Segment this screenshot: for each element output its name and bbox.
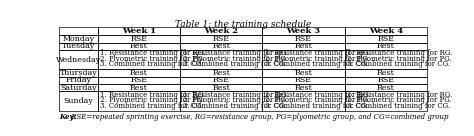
Bar — [59, 35, 98, 43]
Bar — [263, 27, 345, 35]
Text: 1. Resistance training for RG.: 1. Resistance training for RG. — [265, 49, 370, 57]
Bar — [59, 43, 98, 50]
Text: 2. Plyometric training for PG.: 2. Plyometric training for PG. — [182, 96, 287, 104]
Text: Rest: Rest — [212, 42, 230, 50]
Text: Key:: Key: — [59, 113, 76, 121]
Text: 3. Combined training for CG.: 3. Combined training for CG. — [100, 102, 203, 110]
Bar — [98, 27, 180, 35]
Text: RSE: RSE — [377, 35, 394, 43]
Bar — [59, 27, 98, 35]
Bar — [98, 43, 180, 50]
Text: Rest: Rest — [212, 84, 230, 92]
Bar — [59, 50, 98, 69]
Text: 2. Plyometric training for PG.: 2. Plyometric training for PG. — [182, 55, 287, 63]
Text: 3. Combined training for CG.: 3. Combined training for CG. — [265, 102, 368, 110]
Text: RSE: RSE — [295, 35, 312, 43]
Text: 1. Resistance training for RG.: 1. Resistance training for RG. — [347, 49, 453, 57]
Bar — [345, 91, 427, 111]
Text: Rest: Rest — [130, 84, 148, 92]
Text: Rest: Rest — [130, 69, 148, 77]
Bar — [345, 84, 427, 91]
Text: Rest: Rest — [377, 84, 395, 92]
Bar — [180, 35, 263, 43]
Text: Monday: Monday — [63, 35, 95, 43]
Text: RSE: RSE — [130, 35, 147, 43]
Text: Wednesday: Wednesday — [56, 56, 101, 64]
Bar — [345, 50, 427, 69]
Text: 1. Resistance training for RG.: 1. Resistance training for RG. — [265, 91, 370, 99]
Text: 1. Resistance training for RG.: 1. Resistance training for RG. — [182, 49, 288, 57]
Bar — [180, 84, 263, 91]
Bar — [180, 50, 263, 69]
Text: RSE: RSE — [295, 76, 312, 84]
Text: 1. Resistance training for RG.: 1. Resistance training for RG. — [100, 49, 206, 57]
Bar — [98, 69, 180, 77]
Bar — [263, 50, 345, 69]
Bar — [180, 91, 263, 111]
Bar — [180, 69, 263, 77]
Text: 2. Plyometric training for PG.: 2. Plyometric training for PG. — [265, 55, 370, 63]
Bar — [98, 35, 180, 43]
Bar — [345, 27, 427, 35]
Text: Rest: Rest — [295, 69, 312, 77]
Text: Rest: Rest — [295, 42, 312, 50]
Bar — [180, 77, 263, 84]
Bar — [180, 27, 263, 35]
Text: Rest: Rest — [377, 42, 395, 50]
Text: 3. Combined training for CG.: 3. Combined training for CG. — [182, 102, 286, 110]
Bar — [345, 77, 427, 84]
Text: 1. Resistance training for RG.: 1. Resistance training for RG. — [182, 91, 288, 99]
Text: 2. Plyometric training for PG.: 2. Plyometric training for PG. — [347, 55, 452, 63]
Text: 2. Plyometric training for PG.: 2. Plyometric training for PG. — [100, 96, 205, 104]
Text: RSE: RSE — [213, 35, 230, 43]
Text: Rest: Rest — [130, 42, 148, 50]
Text: Sunday: Sunday — [64, 97, 93, 105]
Bar — [263, 77, 345, 84]
Text: Week 2: Week 2 — [204, 27, 238, 35]
Text: Friday: Friday — [65, 76, 91, 84]
Bar — [59, 77, 98, 84]
Bar — [59, 91, 98, 111]
Bar — [263, 35, 345, 43]
Text: 2. Plyometric training for PG.: 2. Plyometric training for PG. — [347, 96, 452, 104]
Bar — [98, 84, 180, 91]
Text: Rest: Rest — [295, 84, 312, 92]
Text: RSE: RSE — [377, 76, 394, 84]
Text: 2. Plyometric training for PG.: 2. Plyometric training for PG. — [100, 55, 205, 63]
Text: 1. Resistance training for RG.: 1. Resistance training for RG. — [100, 91, 206, 99]
Bar — [59, 84, 98, 91]
Bar — [180, 43, 263, 50]
Text: Week 1: Week 1 — [122, 27, 156, 35]
Text: 1. Resistance training for RG.: 1. Resistance training for RG. — [347, 91, 453, 99]
Text: 3. Combined training for CG.: 3. Combined training for CG. — [182, 60, 286, 68]
Text: Week 4: Week 4 — [369, 27, 403, 35]
Bar — [345, 43, 427, 50]
Text: 2. Plyometric training for PG.: 2. Plyometric training for PG. — [265, 96, 370, 104]
Text: Table 1: the training schedule: Table 1: the training schedule — [175, 20, 311, 29]
Bar — [263, 84, 345, 91]
Text: 3. Combined training for CG.: 3. Combined training for CG. — [347, 60, 450, 68]
Bar — [263, 91, 345, 111]
Text: RSE: RSE — [213, 76, 230, 84]
Bar — [345, 35, 427, 43]
Text: Saturday: Saturday — [60, 84, 97, 92]
Text: 3. Combined training for CG.: 3. Combined training for CG. — [265, 60, 368, 68]
Text: Rest: Rest — [212, 69, 230, 77]
Bar — [345, 69, 427, 77]
Bar — [59, 69, 98, 77]
Text: RSE: RSE — [130, 76, 147, 84]
Bar — [263, 69, 345, 77]
Text: 3. Combined training for CG.: 3. Combined training for CG. — [100, 60, 203, 68]
Bar — [263, 43, 345, 50]
Text: 3. Combined training for CG.: 3. Combined training for CG. — [347, 102, 450, 110]
Text: Tuesday: Tuesday — [62, 42, 95, 50]
Bar — [98, 50, 180, 69]
Text: RSE=repeated sprinting exercise, RG=resistance group, PG=plyometric group, and C: RSE=repeated sprinting exercise, RG=resi… — [69, 113, 448, 121]
Text: Thursday: Thursday — [60, 69, 98, 77]
Text: Rest: Rest — [377, 69, 395, 77]
Bar — [98, 91, 180, 111]
Text: Week 3: Week 3 — [287, 27, 320, 35]
Bar — [98, 77, 180, 84]
